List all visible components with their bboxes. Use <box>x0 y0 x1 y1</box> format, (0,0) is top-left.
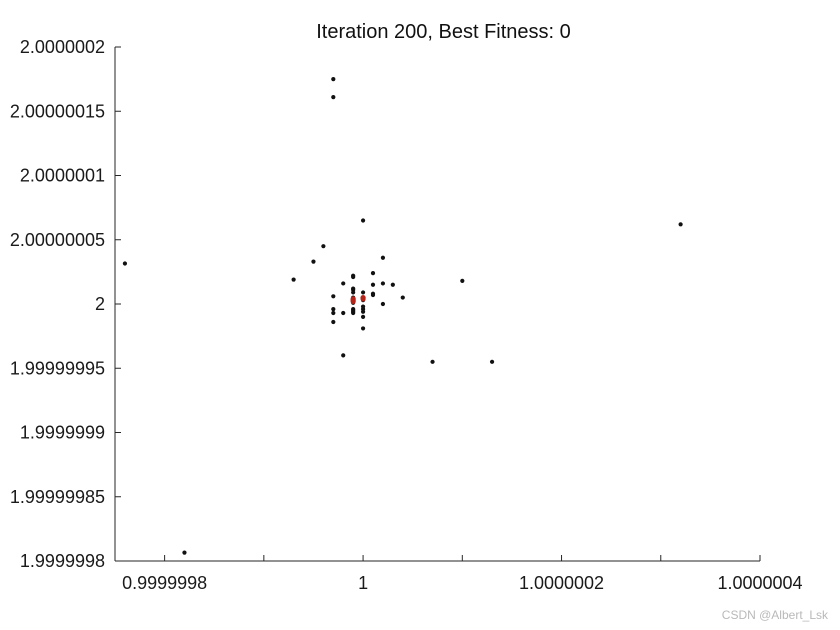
data-point <box>351 273 356 278</box>
data-point <box>360 309 366 314</box>
data-point <box>331 319 336 325</box>
y-tick-label: 1.99999995 <box>10 358 105 378</box>
data-point <box>360 296 366 302</box>
data-point <box>351 286 356 291</box>
x-tick-label: 1.0000002 <box>519 573 604 593</box>
data-point <box>400 295 405 300</box>
data-point <box>341 310 346 316</box>
y-tick-label: 2 <box>95 294 105 314</box>
data-point <box>351 309 356 314</box>
data-point <box>182 550 187 555</box>
data-point <box>460 278 465 283</box>
data-point <box>360 290 366 295</box>
x-tick-label: 0.9999998 <box>122 573 207 593</box>
y-tick-label: 2.0000002 <box>20 37 105 57</box>
data-point <box>489 359 495 364</box>
data-point <box>331 294 336 299</box>
data-point <box>360 326 366 331</box>
watermark: CSDN @Albert_Lsk <box>721 608 828 622</box>
data-point <box>321 244 326 249</box>
x-tick-label: 1.0000004 <box>717 573 802 593</box>
data-point <box>122 261 128 266</box>
y-tick-label: 1.9999999 <box>20 423 105 443</box>
data-points <box>122 77 683 555</box>
data-point <box>360 218 366 223</box>
data-point <box>311 259 316 264</box>
data-point <box>350 298 356 305</box>
data-point <box>331 307 336 312</box>
y-tick-label: 2.0000001 <box>20 166 105 186</box>
y-tick-label: 1.9999998 <box>20 551 105 571</box>
data-point <box>351 290 356 295</box>
data-point <box>341 353 346 358</box>
data-point <box>380 255 386 260</box>
data-point <box>380 281 386 286</box>
data-point <box>331 77 336 82</box>
y-tick-label: 2.00000015 <box>10 101 105 121</box>
data-point <box>370 291 376 296</box>
data-point <box>430 359 435 364</box>
data-point <box>341 281 346 286</box>
data-point <box>390 282 395 287</box>
data-point <box>331 95 336 100</box>
data-point <box>370 271 376 276</box>
y-tick-label: 1.99999985 <box>10 487 105 507</box>
chart-title: Iteration 200, Best Fitness: 0 <box>316 21 571 43</box>
data-point <box>380 301 386 307</box>
data-point <box>291 277 296 282</box>
data-point <box>370 282 376 287</box>
data-point <box>331 310 336 316</box>
axes: 0.9999998 1 1.0000002 1.0000004 2.0000002 2.0… <box>10 37 803 593</box>
data-point <box>678 222 683 227</box>
x-tick-label: 1 <box>358 573 368 593</box>
y-tick-label: 2.00000005 <box>10 230 105 250</box>
data-point <box>360 314 366 319</box>
